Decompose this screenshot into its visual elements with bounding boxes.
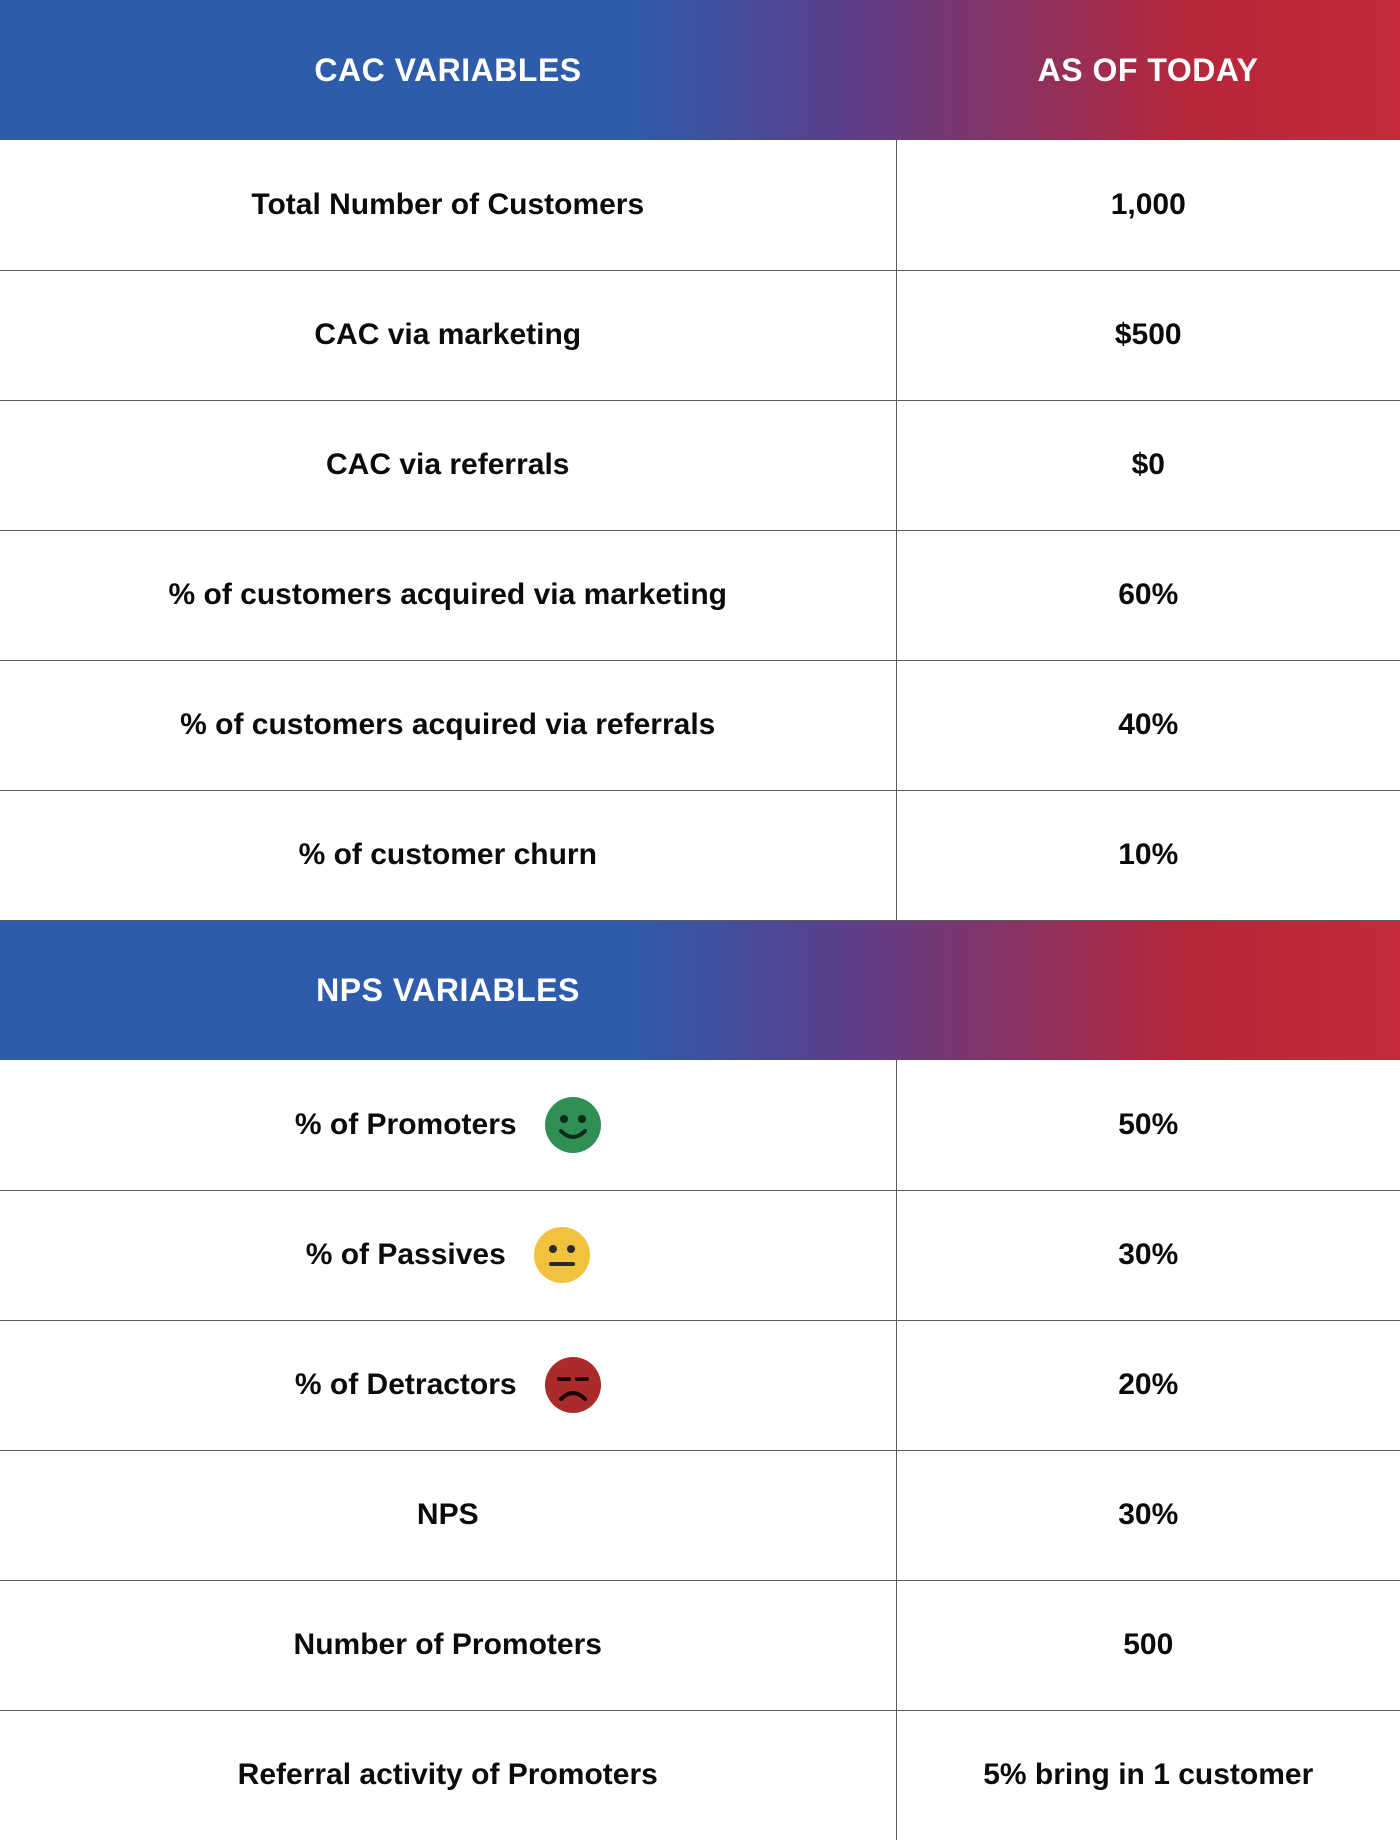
row-value: 50%	[896, 1060, 1400, 1190]
row-value: 30%	[896, 1450, 1400, 1580]
table-row: % of customers acquired via referrals 40…	[0, 660, 1400, 790]
table-row: % of Passives 30%	[0, 1190, 1400, 1320]
row-label: CAC via marketing	[0, 270, 896, 400]
table-row: % of Detractors 20%	[0, 1320, 1400, 1450]
header-right-asoftoday: AS OF TODAY	[896, 0, 1400, 140]
table-row: % of Promoters 50%	[0, 1060, 1400, 1190]
row-label-text: % of Passives	[306, 1238, 506, 1272]
header-left-cac: CAC VARIABLES	[0, 0, 896, 140]
row-label: NPS	[0, 1450, 896, 1580]
header-left-nps: NPS VARIABLES	[0, 920, 896, 1060]
row-label: CAC via referrals	[0, 400, 896, 530]
row-value: 60%	[896, 530, 1400, 660]
row-label: Number of Promoters	[0, 1580, 896, 1710]
table-row: % of customers acquired via marketing 60…	[0, 530, 1400, 660]
row-label: % of customer churn	[0, 790, 896, 920]
detractor-face-icon	[545, 1357, 601, 1413]
row-value: 30%	[896, 1190, 1400, 1320]
row-value: 5% bring in 1 customer	[896, 1710, 1400, 1840]
table-row: Total Number of Customers 1,000	[0, 140, 1400, 270]
row-label: % of Detractors	[0, 1320, 896, 1450]
row-label: Referral activity of Promoters	[0, 1710, 896, 1840]
section-header-cac: CAC VARIABLES AS OF TODAY	[0, 0, 1400, 140]
row-label: % of Promoters	[0, 1060, 896, 1190]
row-value: 40%	[896, 660, 1400, 790]
row-value: $500	[896, 270, 1400, 400]
row-value: 1,000	[896, 140, 1400, 270]
header-right-nps	[896, 920, 1400, 1060]
table-row: % of customer churn 10%	[0, 790, 1400, 920]
row-label: % of customers acquired via marketing	[0, 530, 896, 660]
row-label-text: % of Detractors	[295, 1368, 517, 1402]
table-row: Number of Promoters 500	[0, 1580, 1400, 1710]
cac-nps-table: CAC VARIABLES AS OF TODAY Total Number o…	[0, 0, 1400, 1840]
row-value: 20%	[896, 1320, 1400, 1450]
table-row: NPS 30%	[0, 1450, 1400, 1580]
row-label-text: % of Promoters	[295, 1108, 517, 1142]
row-label: % of Passives	[0, 1190, 896, 1320]
table-row: CAC via referrals $0	[0, 400, 1400, 530]
row-label: % of customers acquired via referrals	[0, 660, 896, 790]
section-header-nps: NPS VARIABLES	[0, 920, 1400, 1060]
row-label: Total Number of Customers	[0, 140, 896, 270]
passive-face-icon	[534, 1227, 590, 1283]
promoter-face-icon	[545, 1097, 601, 1153]
row-value: 10%	[896, 790, 1400, 920]
row-value: $0	[896, 400, 1400, 530]
table-row: Referral activity of Promoters 5% bring …	[0, 1710, 1400, 1840]
table-row: CAC via marketing $500	[0, 270, 1400, 400]
row-value: 500	[896, 1580, 1400, 1710]
